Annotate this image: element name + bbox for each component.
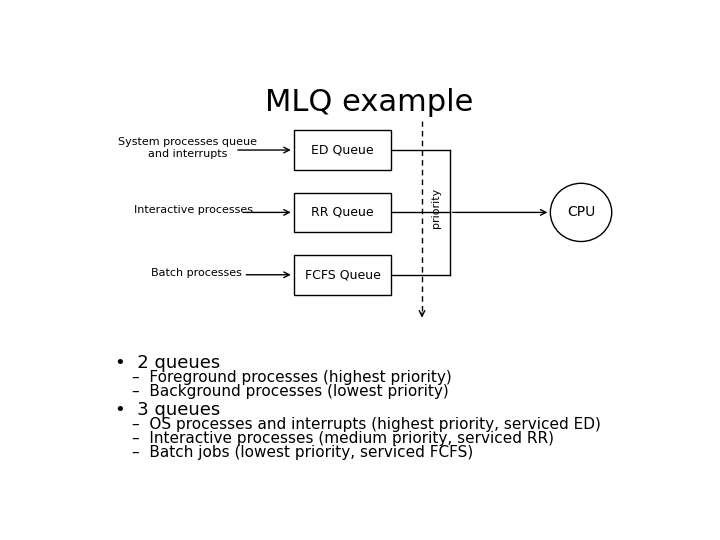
- FancyBboxPatch shape: [294, 130, 392, 170]
- Text: priority: priority: [431, 188, 441, 228]
- Text: –  Interactive processes (medium priority, serviced RR): – Interactive processes (medium priority…: [132, 431, 554, 446]
- Text: Batch processes: Batch processes: [150, 268, 241, 278]
- Text: ED Queue: ED Queue: [311, 144, 374, 157]
- Text: •  2 queues: • 2 queues: [115, 354, 220, 372]
- Text: –  Batch jobs (lowest priority, serviced FCFS): – Batch jobs (lowest priority, serviced …: [132, 445, 473, 460]
- FancyBboxPatch shape: [294, 255, 392, 294]
- Text: CPU: CPU: [567, 205, 595, 219]
- Text: FCFS Queue: FCFS Queue: [305, 268, 380, 281]
- Text: MLQ example: MLQ example: [265, 87, 473, 117]
- FancyBboxPatch shape: [294, 193, 392, 232]
- Text: Interactive processes: Interactive processes: [134, 205, 253, 215]
- Ellipse shape: [550, 183, 612, 241]
- Text: System processes queue
and interrupts: System processes queue and interrupts: [118, 137, 257, 159]
- Text: •  3 queues: • 3 queues: [115, 401, 220, 418]
- Text: –  Foreground processes (highest priority): – Foreground processes (highest priority…: [132, 370, 451, 386]
- Text: –  OS processes and interrupts (highest priority, serviced ED): – OS processes and interrupts (highest p…: [132, 417, 600, 433]
- Text: RR Queue: RR Queue: [311, 206, 374, 219]
- Text: –  Background processes (lowest priority): – Background processes (lowest priority): [132, 384, 449, 399]
